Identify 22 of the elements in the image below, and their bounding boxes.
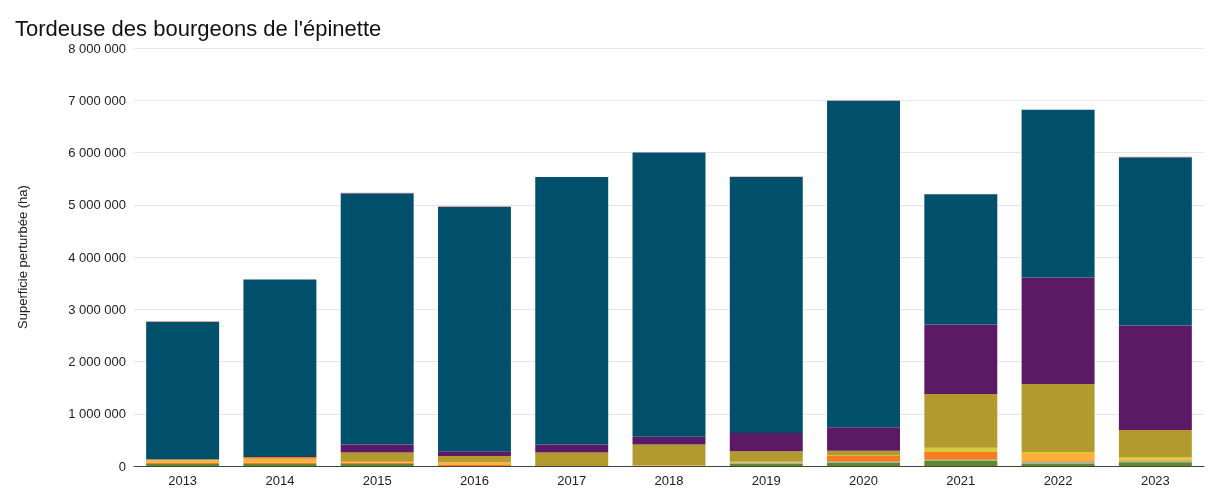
y-tick-label: 5 000 000 <box>68 197 126 213</box>
x-tick-label: 2022 <box>1043 473 1073 488</box>
y-tick-label: 6 000 000 <box>68 145 126 160</box>
y-tick-label: 2 000 000 <box>68 354 126 369</box>
x-tick-label: 2014 <box>265 473 295 488</box>
chart-title: Tordeuse des bourgeons de l'épinette <box>15 15 382 41</box>
x-tick-label: 2018 <box>654 473 684 488</box>
y-tick-label: 4 000 000 <box>68 249 126 265</box>
x-tick-label: 2020 <box>849 473 879 488</box>
x-tick-label: 2013 <box>168 473 198 488</box>
x-tick-label: 2021 <box>946 473 976 488</box>
y-tick-label: 3 000 000 <box>68 301 126 317</box>
y-tick-label: 1 000 000 <box>68 406 126 422</box>
x-tick-label: 2023 <box>1140 473 1170 488</box>
y-tick-label: 7 000 000 <box>68 92 126 108</box>
x-tick-label: 2019 <box>751 473 781 488</box>
y-tick-label: 8 000 000 <box>68 40 126 56</box>
y-axis-title: Superficie perturbée (ha) <box>15 185 30 329</box>
y-tick-label: 0 <box>118 458 126 474</box>
x-tick-label: 2015 <box>362 473 392 488</box>
x-tick-label: 2017 <box>557 473 587 488</box>
x-tick-label: 2016 <box>459 473 489 488</box>
